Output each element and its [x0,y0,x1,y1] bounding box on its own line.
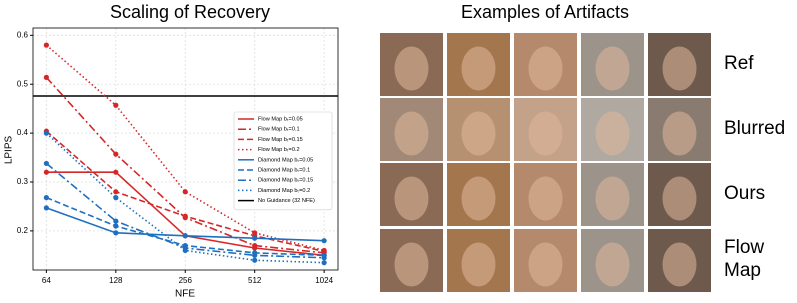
face-shape [394,111,429,156]
face-shape [595,46,630,91]
face-shape [662,111,697,156]
series-line [45,44,325,252]
face-shape [461,176,496,221]
data-point [113,169,119,175]
legend-label: Diamond Map bₜ=0.15 [258,178,313,184]
face-shape [528,111,563,156]
y-tick-label: 0.4 [17,128,29,137]
data-point [182,247,188,254]
face-shape [461,242,496,287]
face-shape [528,176,563,221]
panel-title: Examples of Artifacts [461,2,629,22]
x-tick-label: 128 [109,276,123,285]
data-point [252,235,258,241]
x-axis-label: NFE [175,289,195,300]
data-point [182,213,188,219]
image-grid [380,33,711,292]
data-point [113,189,119,195]
plot-frame [32,27,339,271]
legend-box [233,111,333,211]
legend-label: Flow Map bₜ=0.1 [258,127,300,133]
data-point [252,257,258,263]
y-tick-label: 0.6 [17,30,29,39]
face-shape [662,242,697,287]
chart-title: Scaling of Recovery [110,2,270,22]
face-shape [394,46,429,91]
row-label: Blurred [724,118,786,139]
face-shape [528,46,563,91]
data-point [321,238,327,244]
x-tick-label: 256 [179,276,193,285]
data-point [113,230,119,236]
data-point [43,205,49,211]
legend-label: Diamond Map bₜ=0.1 [258,167,310,173]
y-tick-label: 0.3 [17,177,29,186]
y-axis-label: LPIPS [4,136,15,165]
row-label: Ref [724,53,754,74]
row-label: Flow Map [724,237,765,281]
legend-label: Flow Map bₜ=0.05 [258,116,303,122]
face-shape [662,46,697,91]
x-tick-label: 1024 [315,276,333,285]
data-point [43,42,49,48]
x-tick-label: 64 [42,276,51,285]
face-shape [394,242,429,287]
data-point [43,74,49,80]
data-point [43,169,49,175]
data-point [113,223,119,229]
data-point [252,230,258,236]
data-point [321,255,327,261]
data-point [252,242,258,249]
face-shape [461,46,496,91]
face-shape [461,111,496,156]
data-point [43,130,49,136]
face-shape [394,176,429,221]
data-point [321,247,327,254]
row-label: Ours [724,183,766,204]
face-shape [528,242,563,287]
data-point [321,260,327,266]
legend-label: Diamond Map bₜ=0.2 [258,188,310,194]
data-point [43,160,49,167]
data-point [252,252,258,258]
face-shape [662,176,697,221]
x-tick-label: 512 [248,276,262,285]
face-shape [595,111,630,156]
legend-label: Diamond Map bₜ=0.05 [258,157,313,163]
face-shape [595,176,630,221]
data-point [43,195,49,201]
data-point [182,189,188,195]
y-tick-label: 0.2 [17,226,29,235]
y-tick-label: 0.5 [17,79,29,88]
legend-label: No Guidance (32 NFE) [258,198,315,204]
data-point [113,195,119,201]
data-point [113,102,119,108]
data-point [182,233,188,239]
legend-label: Flow Map bₜ=0.15 [258,137,303,143]
data-point [113,218,119,224]
face-shape [595,242,630,287]
data-point [113,151,119,157]
legend-label: Flow Map bₜ=0.2 [258,147,300,153]
